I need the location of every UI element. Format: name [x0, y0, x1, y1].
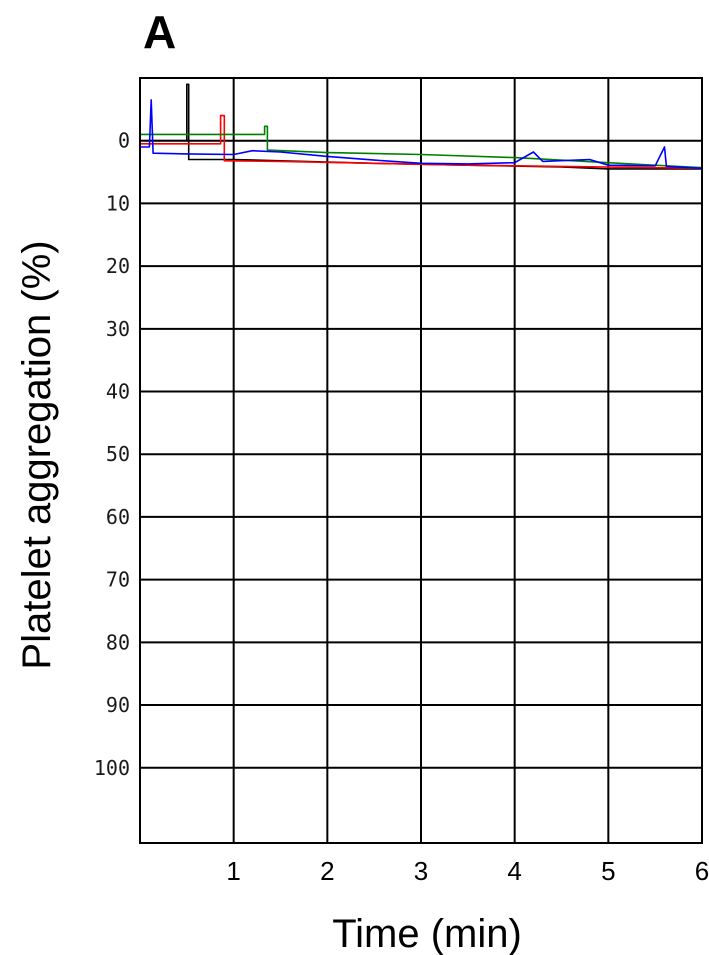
series-line-1 — [140, 83, 702, 170]
x-tick-label: 6 — [695, 856, 709, 886]
series-line-2 — [140, 114, 703, 170]
panel-label: A — [143, 6, 176, 58]
y-tick-label: 0 — [118, 129, 130, 153]
series-line-4 — [140, 99, 703, 170]
y-tick-label: 30 — [106, 317, 130, 341]
x-tick-label: 3 — [414, 856, 428, 886]
y-tick-labels: 0 10 20 30 40 50 60 70 80 90 100 — [94, 129, 130, 780]
plot-frame — [139, 77, 703, 844]
chart-grid — [140, 78, 702, 843]
x-tick-label: 5 — [601, 856, 615, 886]
y-tick-label: 40 — [106, 380, 130, 404]
x-tick-label: 1 — [226, 856, 240, 886]
x-tick-label: 2 — [320, 856, 334, 886]
y-tick-label: 100 — [94, 756, 130, 780]
y-tick-label: 50 — [106, 442, 130, 466]
y-axis-label: Platelet aggregation (%) — [15, 240, 59, 669]
y-tick-label: 90 — [106, 693, 130, 717]
y-tick-label: 70 — [106, 568, 130, 592]
y-tick-label: 20 — [106, 254, 130, 278]
y-tick-label: 80 — [106, 630, 130, 654]
x-tick-labels: 1 2 3 4 5 6 — [226, 856, 709, 886]
chart-traces — [140, 83, 703, 170]
x-tick-label: 4 — [507, 856, 521, 886]
y-tick-label: 60 — [106, 505, 130, 529]
y-tick-label: 10 — [106, 191, 130, 215]
x-axis-label: Time (min) — [332, 912, 522, 955]
